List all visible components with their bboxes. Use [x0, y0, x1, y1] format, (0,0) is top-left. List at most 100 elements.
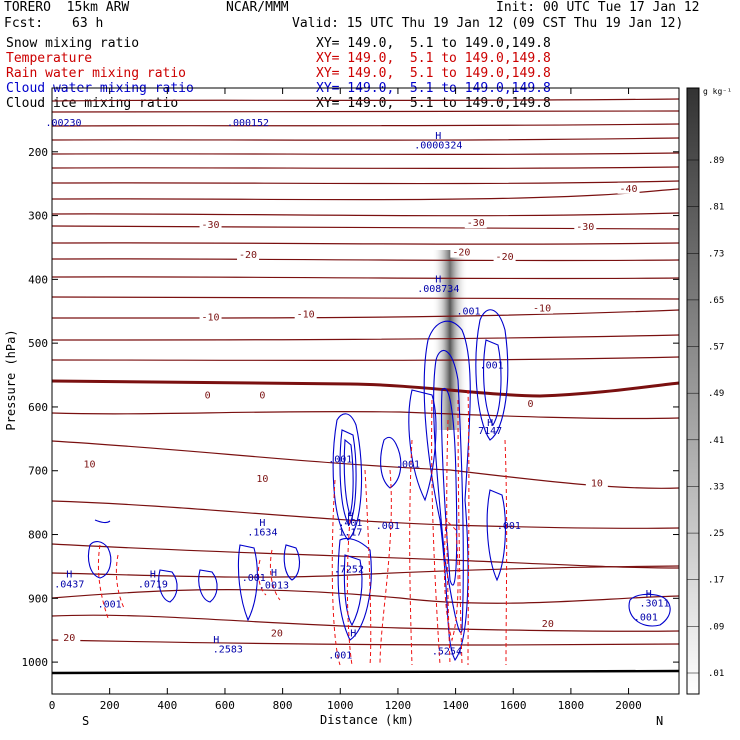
field-name-rain: Rain water mixing ratio — [6, 66, 187, 81]
colorbar-label: .41 — [708, 436, 724, 446]
field-annotation: .000152 — [227, 118, 269, 129]
field-annotation: .00230 — [45, 118, 81, 129]
temperature-label: -10 — [533, 304, 551, 315]
temperature-label-bg — [464, 217, 487, 229]
field-annotation: .001 — [376, 521, 400, 532]
fcst-hours: 63 h — [72, 16, 104, 31]
temperature-label: -20 — [496, 252, 514, 263]
temperature-label: 20 — [63, 633, 75, 644]
temperature-label-bg — [251, 473, 274, 485]
freezing-level-contour — [51, 379, 680, 398]
field-annotation: .2583 — [213, 644, 243, 655]
temperature-label-bg — [493, 251, 516, 263]
field-name-temperature: Temperature — [6, 51, 93, 66]
temperature-label: 10 — [256, 474, 268, 485]
init-time: Init: 00 UTC Tue 17 Jan 12 — [496, 0, 700, 15]
fcst-label: Fcst: — [4, 16, 44, 31]
temperature-label-bg — [519, 397, 542, 409]
center-title: NCAR/MMM — [226, 0, 289, 15]
temperature-label: 10 — [83, 459, 95, 470]
temperature-label: -30 — [202, 220, 220, 231]
field-annotation: .001 — [328, 454, 352, 465]
temperature-label-bg — [585, 477, 608, 489]
field-annotation: .001 — [634, 612, 658, 623]
colorbar-label: .01 — [708, 669, 724, 679]
colorbar-label: .33 — [708, 482, 724, 492]
temperature-label: 0 — [259, 390, 265, 401]
field-annotation: H — [646, 589, 652, 600]
y-tick-label: 600 — [28, 401, 48, 414]
temperature-label: -20 — [452, 248, 470, 259]
field-annotation: .7252 — [334, 565, 364, 576]
colorbar-label: .57 — [708, 343, 724, 353]
field-annotation: .0437 — [54, 579, 84, 590]
rain-water-contours — [97, 389, 508, 666]
temperature-contours — [52, 98, 679, 646]
colorbar-label: .09 — [708, 622, 724, 632]
field-annotation: H — [213, 635, 219, 646]
x-tick-label: 1600 — [500, 699, 527, 712]
field-annotation: .1634 — [247, 528, 277, 539]
y-axis-title: Pressure (hPa) — [4, 329, 18, 430]
colorbar-unit: g kg⁻¹ — [703, 87, 732, 96]
valid-time: Valid: 15 UTC Thu 19 Jan 12 (09 CST Thu … — [292, 16, 684, 31]
colorbar-label: .73 — [708, 249, 724, 259]
field-annotation: .401 — [338, 518, 362, 529]
field-xy-snow: XY= 149.0, 5.1 to 149.0,149.8 — [316, 36, 551, 51]
temperature-labels: -40 -30 -30 -30 -20 -20 -20 -10 -10 -10 0 0 0 10 10 10 2… — [58, 182, 640, 644]
y-tick-label: 900 — [28, 592, 48, 605]
x-tick-label: 1800 — [558, 699, 585, 712]
field-annotation: .001 — [480, 360, 504, 371]
field-annotation: .001 — [328, 651, 352, 662]
field-annotation: .001 — [457, 306, 481, 317]
field-annotation: .008734 — [417, 284, 459, 295]
colorbar-label: .81 — [708, 203, 724, 213]
field-annotation: H — [259, 518, 265, 529]
y-tick-label: 800 — [28, 529, 48, 542]
field-annotation: H — [435, 131, 441, 142]
temperature-label-bg — [199, 219, 222, 231]
field-annotation: H — [435, 274, 441, 285]
temperature-label-bg — [294, 308, 317, 320]
temperature-label-bg — [574, 221, 597, 233]
temperature-label-bg — [617, 182, 640, 194]
field-annotation: H — [487, 418, 493, 429]
temperature-label: 10 — [591, 478, 603, 489]
x-axis-title: Distance (km) — [320, 713, 414, 727]
colorbar-label: .25 — [708, 529, 724, 539]
x-tick-label: 0 — [49, 699, 56, 712]
temperature-label-bg — [531, 302, 554, 314]
field-annotation: .0719 — [138, 579, 168, 590]
temperature-label-bg — [536, 617, 559, 629]
direction-left-label: S — [82, 714, 89, 728]
temperature-label-bg — [237, 249, 260, 261]
y-tick-label: 300 — [28, 210, 48, 223]
colorbar-label: .17 — [708, 576, 724, 586]
y-tick-label: 400 — [28, 273, 48, 286]
cloud-water-contours — [87, 309, 671, 662]
temperature-label-bg — [251, 389, 274, 401]
temperature-label: -30 — [467, 218, 485, 229]
field-annotation: .001 — [242, 573, 266, 584]
x-tick-label: 1200 — [385, 699, 412, 712]
field-annotation: .001 — [98, 600, 122, 611]
field-annotation: H — [271, 568, 277, 579]
x-tick-label: 400 — [157, 699, 177, 712]
colorbar-label: .49 — [708, 389, 724, 399]
temperature-label-bg — [199, 311, 222, 323]
colorbar-label: .89 — [708, 156, 724, 166]
x-tick-label: 200 — [100, 699, 120, 712]
field-annotation: .0013 — [259, 581, 289, 592]
colorbar-label: .65 — [708, 296, 724, 306]
y-tick-label: 200 — [28, 146, 48, 159]
y-tick-label: 500 — [28, 337, 48, 350]
temperature-label: -30 — [576, 222, 594, 233]
temperature-label: 0 — [528, 399, 534, 410]
temperature-label-bg — [78, 458, 101, 470]
field-annotation: .3011 — [639, 598, 669, 609]
x-tick-label: 800 — [273, 699, 293, 712]
x-tick-label: 1400 — [442, 699, 469, 712]
field-annotation: .5254 — [432, 646, 462, 657]
